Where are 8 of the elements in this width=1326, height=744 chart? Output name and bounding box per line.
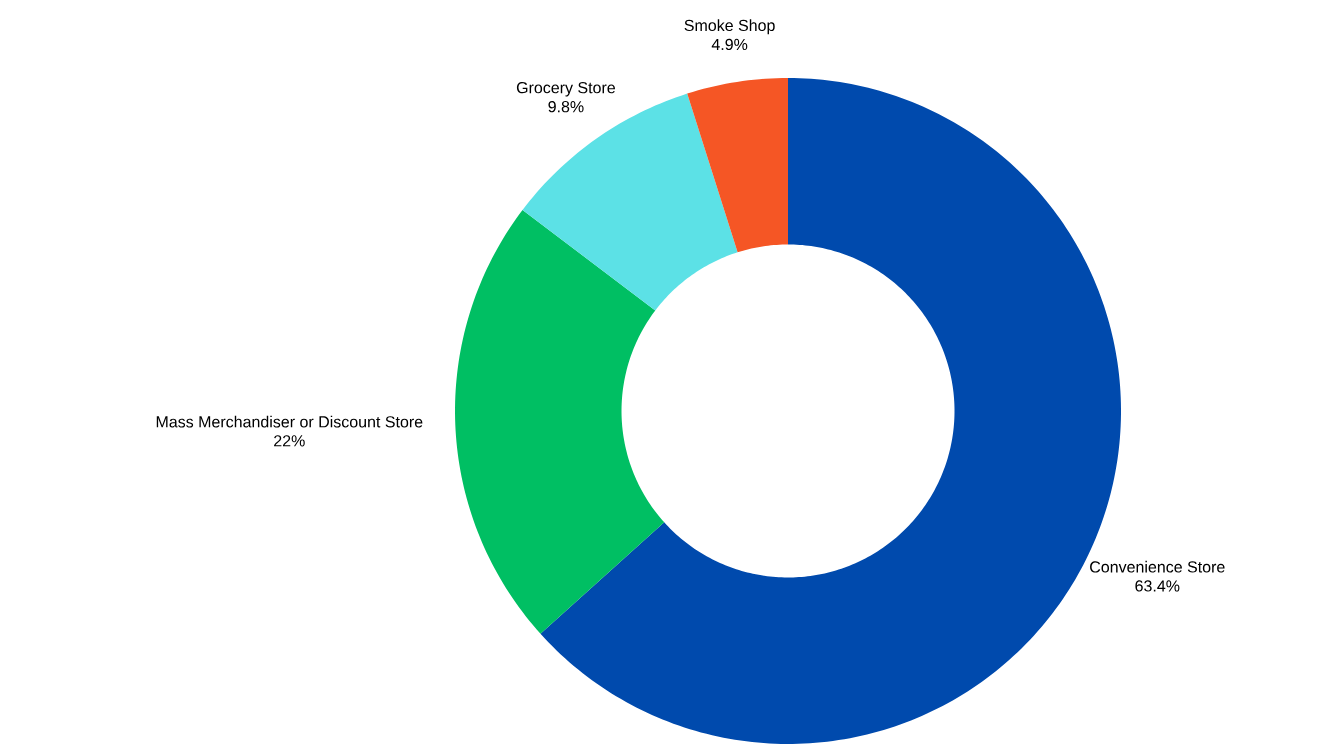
data-label: 9.8% <box>548 101 584 113</box>
slice-label: Convenience Store <box>1090 560 1225 573</box>
slice-label: Grocery Store <box>516 82 615 97</box>
slice-label: Smoke Shop <box>684 19 775 35</box>
data-label: 63.4% <box>1135 580 1180 592</box>
slice-label: Mass Merchandiser or Discount Store <box>156 415 423 428</box>
data-label: 4.9% <box>711 38 748 51</box>
data-label: 22% <box>274 435 305 447</box>
